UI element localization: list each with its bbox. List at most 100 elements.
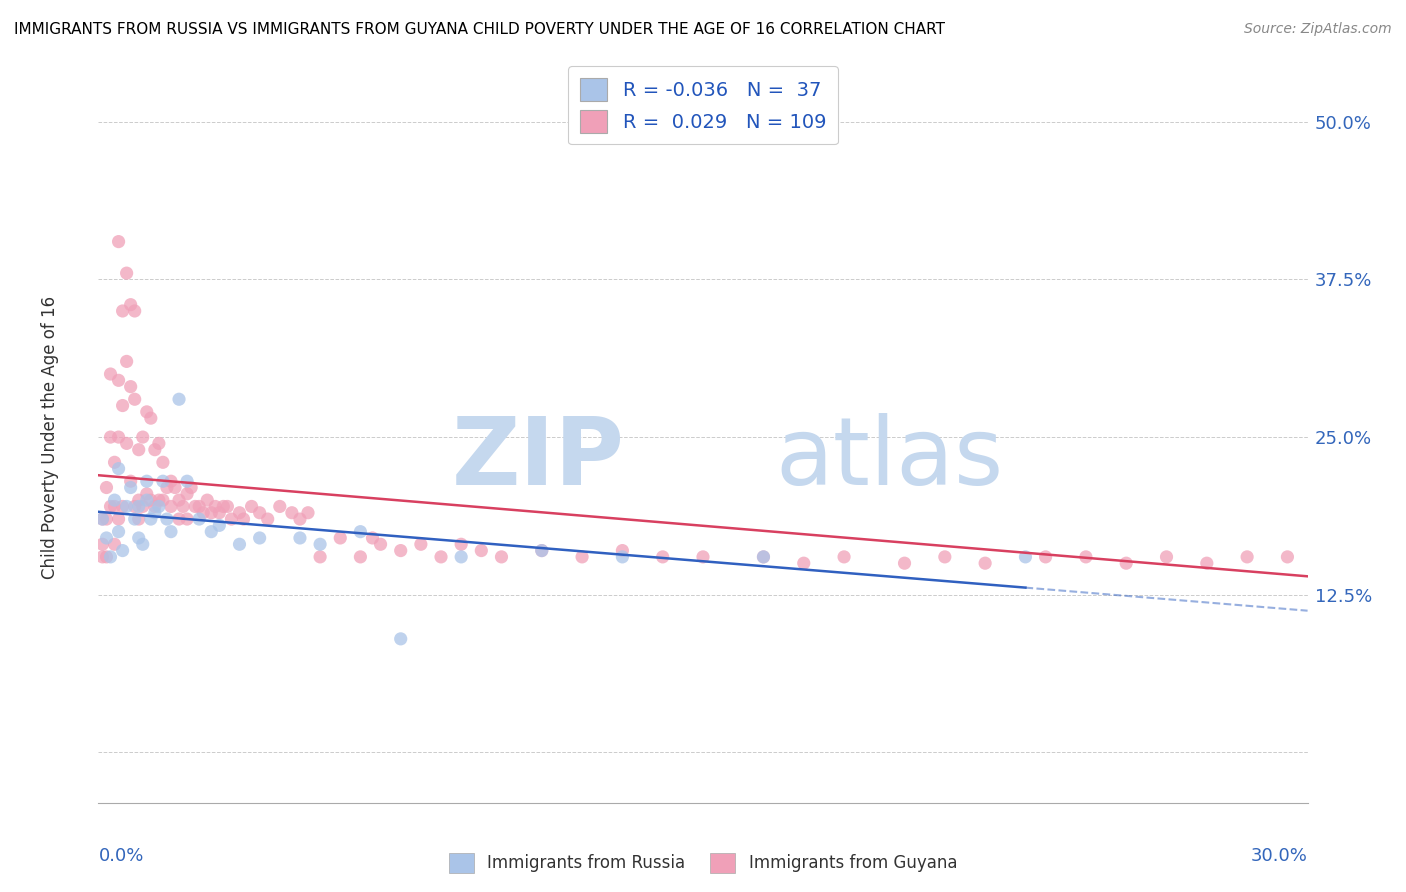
Text: Child Poverty Under the Age of 16: Child Poverty Under the Age of 16 [41, 295, 59, 579]
Point [115, 436, 138, 450]
Point [160, 524, 183, 539]
Point [204, 500, 226, 514]
Point [148, 436, 170, 450]
Point [288, 531, 311, 545]
Text: ZIP: ZIP [451, 413, 624, 505]
Point [430, 549, 453, 564]
Point [793, 556, 815, 570]
Point [128, 500, 150, 514]
Point [1277, 549, 1299, 564]
Point [128, 512, 150, 526]
Point [103, 500, 125, 514]
Point [167, 493, 190, 508]
Point [832, 549, 855, 564]
Point [232, 512, 254, 526]
Point [100, 367, 122, 381]
Point [612, 543, 634, 558]
Point [115, 354, 138, 368]
Point [124, 304, 146, 318]
Point [167, 512, 190, 526]
Point [143, 506, 166, 520]
Point [139, 493, 162, 508]
Point [96, 549, 118, 564]
Point [103, 455, 125, 469]
Point [100, 500, 122, 514]
Point [893, 556, 915, 570]
Point [132, 430, 155, 444]
Point [135, 487, 157, 501]
Point [128, 493, 150, 508]
Point [281, 506, 304, 520]
Point [361, 531, 384, 545]
Point [156, 481, 179, 495]
Point [160, 474, 183, 488]
Point [389, 632, 412, 646]
Text: atlas: atlas [776, 413, 1004, 505]
Point [1035, 549, 1057, 564]
Point [329, 531, 352, 545]
Point [200, 524, 222, 539]
Point [188, 512, 211, 526]
Point [530, 543, 553, 558]
Point [176, 487, 198, 501]
Point [135, 474, 157, 488]
Text: 0.0%: 0.0% [98, 847, 143, 864]
Point [200, 506, 222, 520]
Point [184, 500, 207, 514]
Point [156, 512, 179, 526]
Point [288, 512, 311, 526]
Point [148, 493, 170, 508]
Point [152, 493, 174, 508]
Point [143, 442, 166, 457]
Point [1074, 549, 1097, 564]
Point [752, 549, 775, 564]
Point [217, 500, 239, 514]
Point [612, 549, 634, 564]
Point [208, 518, 231, 533]
Point [370, 537, 392, 551]
Point [651, 549, 673, 564]
Point [1195, 556, 1218, 570]
Point [228, 506, 250, 520]
Point [1156, 549, 1178, 564]
Point [120, 298, 142, 312]
Point [115, 266, 138, 280]
Point [124, 392, 146, 407]
Point [240, 500, 263, 514]
Point [934, 549, 956, 564]
Point [96, 531, 118, 545]
Point [139, 512, 162, 526]
Point [135, 405, 157, 419]
Point [107, 373, 129, 387]
Point [107, 524, 129, 539]
Point [148, 500, 170, 514]
Point [143, 500, 166, 514]
Point [124, 512, 146, 526]
Point [188, 500, 211, 514]
Point [249, 531, 271, 545]
Point [221, 512, 243, 526]
Point [107, 235, 129, 249]
Point [91, 512, 114, 526]
Point [100, 430, 122, 444]
Point [103, 493, 125, 508]
Point [115, 500, 138, 514]
Point [124, 500, 146, 514]
Text: Source: ZipAtlas.com: Source: ZipAtlas.com [1244, 22, 1392, 37]
Point [111, 399, 134, 413]
Point [1115, 556, 1137, 570]
Point [107, 430, 129, 444]
Point [256, 512, 278, 526]
Point [139, 411, 162, 425]
Point [1357, 549, 1379, 564]
Point [135, 493, 157, 508]
Point [160, 500, 183, 514]
Point [193, 506, 215, 520]
Point [974, 556, 997, 570]
Point [228, 537, 250, 551]
Point [1236, 549, 1258, 564]
Text: IMMIGRANTS FROM RUSSIA VS IMMIGRANTS FROM GUYANA CHILD POVERTY UNDER THE AGE OF : IMMIGRANTS FROM RUSSIA VS IMMIGRANTS FRO… [14, 22, 945, 37]
Point [152, 474, 174, 488]
Point [132, 537, 155, 551]
Point [176, 512, 198, 526]
